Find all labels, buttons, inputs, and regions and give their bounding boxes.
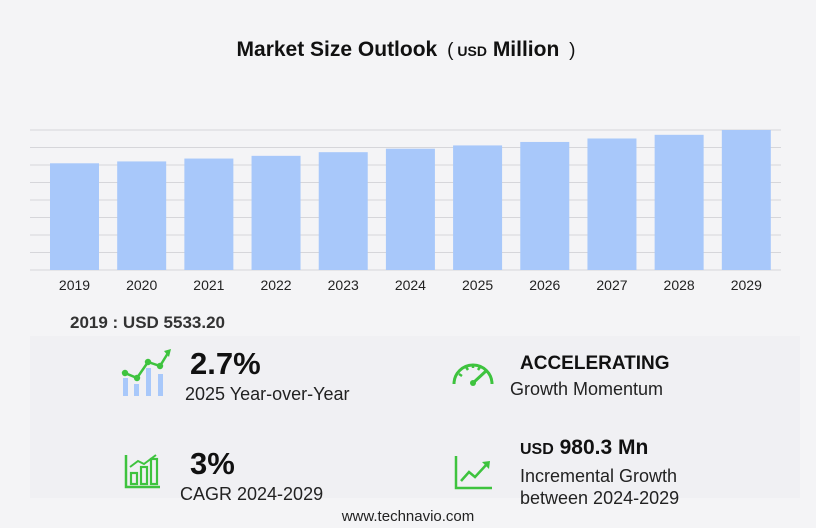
x-tick-label: 2029 bbox=[731, 277, 762, 293]
cagr-value: 3% bbox=[190, 446, 235, 481]
x-tick-label: 2021 bbox=[193, 277, 224, 293]
incremental-label-2: between 2024-2029 bbox=[520, 488, 680, 508]
bar-2023 bbox=[318, 152, 368, 270]
incremental-amount: 980.3 Mn bbox=[559, 436, 649, 459]
momentum-value: ACCELERATING bbox=[520, 353, 670, 374]
bar-growth-icon bbox=[124, 454, 160, 489]
bar-2021 bbox=[184, 158, 234, 270]
yoy-value: 2.7% bbox=[190, 346, 261, 381]
bar-2027 bbox=[587, 138, 637, 270]
footer-url: www.technavio.com bbox=[341, 508, 475, 525]
chart-title-main: Market Size Outlook bbox=[236, 38, 438, 61]
bar-2028 bbox=[654, 134, 704, 270]
bar-chart: 2019 2020 2021 2022 2023 2024 2025 2026 2027 2028… bbox=[30, 129, 781, 293]
title-paren-open: ( bbox=[447, 40, 454, 61]
x-tick-label: 2028 bbox=[664, 277, 695, 293]
title-paren-close: ) bbox=[569, 40, 576, 61]
x-tick-label: 2020 bbox=[126, 277, 157, 293]
incremental-unit: USD bbox=[520, 441, 554, 458]
x-tick-label: 2025 bbox=[462, 277, 493, 293]
incremental-value: USD 980.3 Mn bbox=[520, 436, 648, 460]
momentum-label: Growth Momentum bbox=[510, 379, 664, 399]
bar-2020 bbox=[117, 161, 167, 270]
yoy-label: 2025 Year-over-Year bbox=[185, 384, 350, 404]
base-year-value: 2019 : USD 5533.20 bbox=[70, 313, 225, 332]
bar-2022 bbox=[251, 155, 301, 270]
stats-panel bbox=[30, 336, 800, 498]
title-unit-word: Million bbox=[492, 38, 560, 61]
x-tick-label: 2023 bbox=[328, 277, 359, 293]
bar-2026 bbox=[520, 141, 570, 270]
x-tick-label: 2027 bbox=[596, 277, 627, 293]
title-unit: USD bbox=[457, 43, 487, 59]
bar-2024 bbox=[385, 148, 435, 270]
x-tick-label: 2026 bbox=[529, 277, 560, 293]
bar-2029 bbox=[721, 130, 771, 270]
x-tick-label: 2024 bbox=[395, 277, 426, 293]
bar-2025 bbox=[453, 145, 503, 270]
growth-chart-icon bbox=[121, 349, 171, 396]
chart-title: Market Size Outlook (USD Million ) bbox=[0, 38, 816, 62]
x-tick-label: 2019 bbox=[59, 277, 90, 293]
trend-up-icon bbox=[454, 456, 492, 490]
bar-2019 bbox=[50, 163, 99, 270]
x-tick-label: 2022 bbox=[260, 277, 291, 293]
incremental-label-1: Incremental Growth bbox=[520, 466, 678, 486]
speedometer-icon bbox=[452, 363, 494, 386]
cagr-label: CAGR 2024-2029 bbox=[180, 484, 324, 504]
